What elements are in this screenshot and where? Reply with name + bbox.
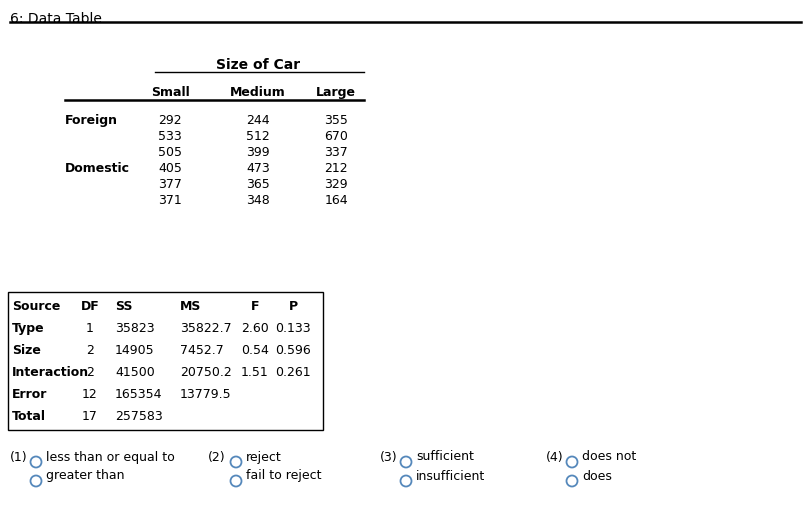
Text: 257583: 257583 [115, 410, 163, 423]
Text: Size: Size [12, 344, 41, 357]
Text: 35822.7: 35822.7 [180, 322, 232, 335]
Circle shape [567, 475, 577, 486]
Circle shape [567, 456, 577, 468]
Text: 17: 17 [82, 410, 98, 423]
Text: Domestic: Domestic [65, 162, 130, 175]
Text: 533: 533 [158, 130, 182, 143]
Text: 13779.5: 13779.5 [180, 388, 232, 401]
Text: 399: 399 [247, 146, 270, 159]
Text: 244: 244 [247, 114, 270, 127]
Text: Foreign: Foreign [65, 114, 118, 127]
Text: 14905: 14905 [115, 344, 155, 357]
Circle shape [401, 475, 411, 486]
Text: Total: Total [12, 410, 46, 423]
Circle shape [230, 475, 242, 486]
Bar [8, 292, 323, 430]
Circle shape [31, 475, 41, 486]
Text: Error: Error [12, 388, 47, 401]
Text: Small: Small [151, 86, 190, 99]
Text: (2): (2) [208, 450, 225, 464]
Text: SS: SS [115, 300, 132, 313]
Text: 212: 212 [324, 162, 348, 175]
Text: 292: 292 [158, 114, 182, 127]
Text: 165354: 165354 [115, 388, 162, 401]
Text: 355: 355 [324, 114, 348, 127]
Circle shape [401, 456, 411, 468]
Text: 0.261: 0.261 [275, 366, 311, 379]
Text: 7452.7: 7452.7 [180, 344, 224, 357]
Text: Interaction: Interaction [12, 366, 89, 379]
Text: 12: 12 [82, 388, 98, 401]
Text: F: F [251, 300, 260, 313]
Text: fail to reject: fail to reject [246, 469, 321, 483]
Text: 377: 377 [158, 178, 182, 191]
Text: 473: 473 [246, 162, 270, 175]
Text: 0.596: 0.596 [275, 344, 311, 357]
Text: 329: 329 [324, 178, 348, 191]
Text: (4): (4) [546, 450, 564, 464]
Text: 371: 371 [158, 194, 182, 207]
Text: does: does [582, 469, 611, 483]
Text: (3): (3) [380, 450, 397, 464]
Text: 41500: 41500 [115, 366, 155, 379]
Text: 348: 348 [246, 194, 270, 207]
Text: 405: 405 [158, 162, 182, 175]
Text: 6: Data Table: 6: Data Table [10, 12, 102, 26]
Text: (1): (1) [10, 450, 28, 464]
Text: greater than: greater than [46, 469, 125, 483]
Text: reject: reject [246, 450, 281, 464]
Text: Type: Type [12, 322, 45, 335]
Text: insufficient: insufficient [416, 469, 485, 483]
Text: 2.60: 2.60 [241, 322, 269, 335]
Text: 164: 164 [324, 194, 348, 207]
Text: Size of Car: Size of Car [216, 58, 300, 72]
Text: does not: does not [582, 450, 637, 464]
Text: P: P [289, 300, 298, 313]
Text: 670: 670 [324, 130, 348, 143]
Text: 512: 512 [246, 130, 270, 143]
Text: sufficient: sufficient [416, 450, 474, 464]
Text: Source: Source [12, 300, 60, 313]
Text: DF: DF [80, 300, 100, 313]
Text: 0.54: 0.54 [241, 344, 269, 357]
Text: 35823: 35823 [115, 322, 155, 335]
Text: Large: Large [316, 86, 356, 99]
Text: 0.133: 0.133 [275, 322, 311, 335]
Text: MS: MS [180, 300, 201, 313]
Text: Medium: Medium [230, 86, 285, 99]
Text: less than or equal to: less than or equal to [46, 450, 174, 464]
Text: 1.51: 1.51 [241, 366, 269, 379]
Text: 20750.2: 20750.2 [180, 366, 232, 379]
Text: 1: 1 [86, 322, 94, 335]
Text: 505: 505 [158, 146, 182, 159]
Text: 337: 337 [324, 146, 348, 159]
Text: 2: 2 [86, 366, 94, 379]
Text: 2: 2 [86, 344, 94, 357]
Circle shape [31, 456, 41, 468]
Text: 365: 365 [246, 178, 270, 191]
Circle shape [230, 456, 242, 468]
